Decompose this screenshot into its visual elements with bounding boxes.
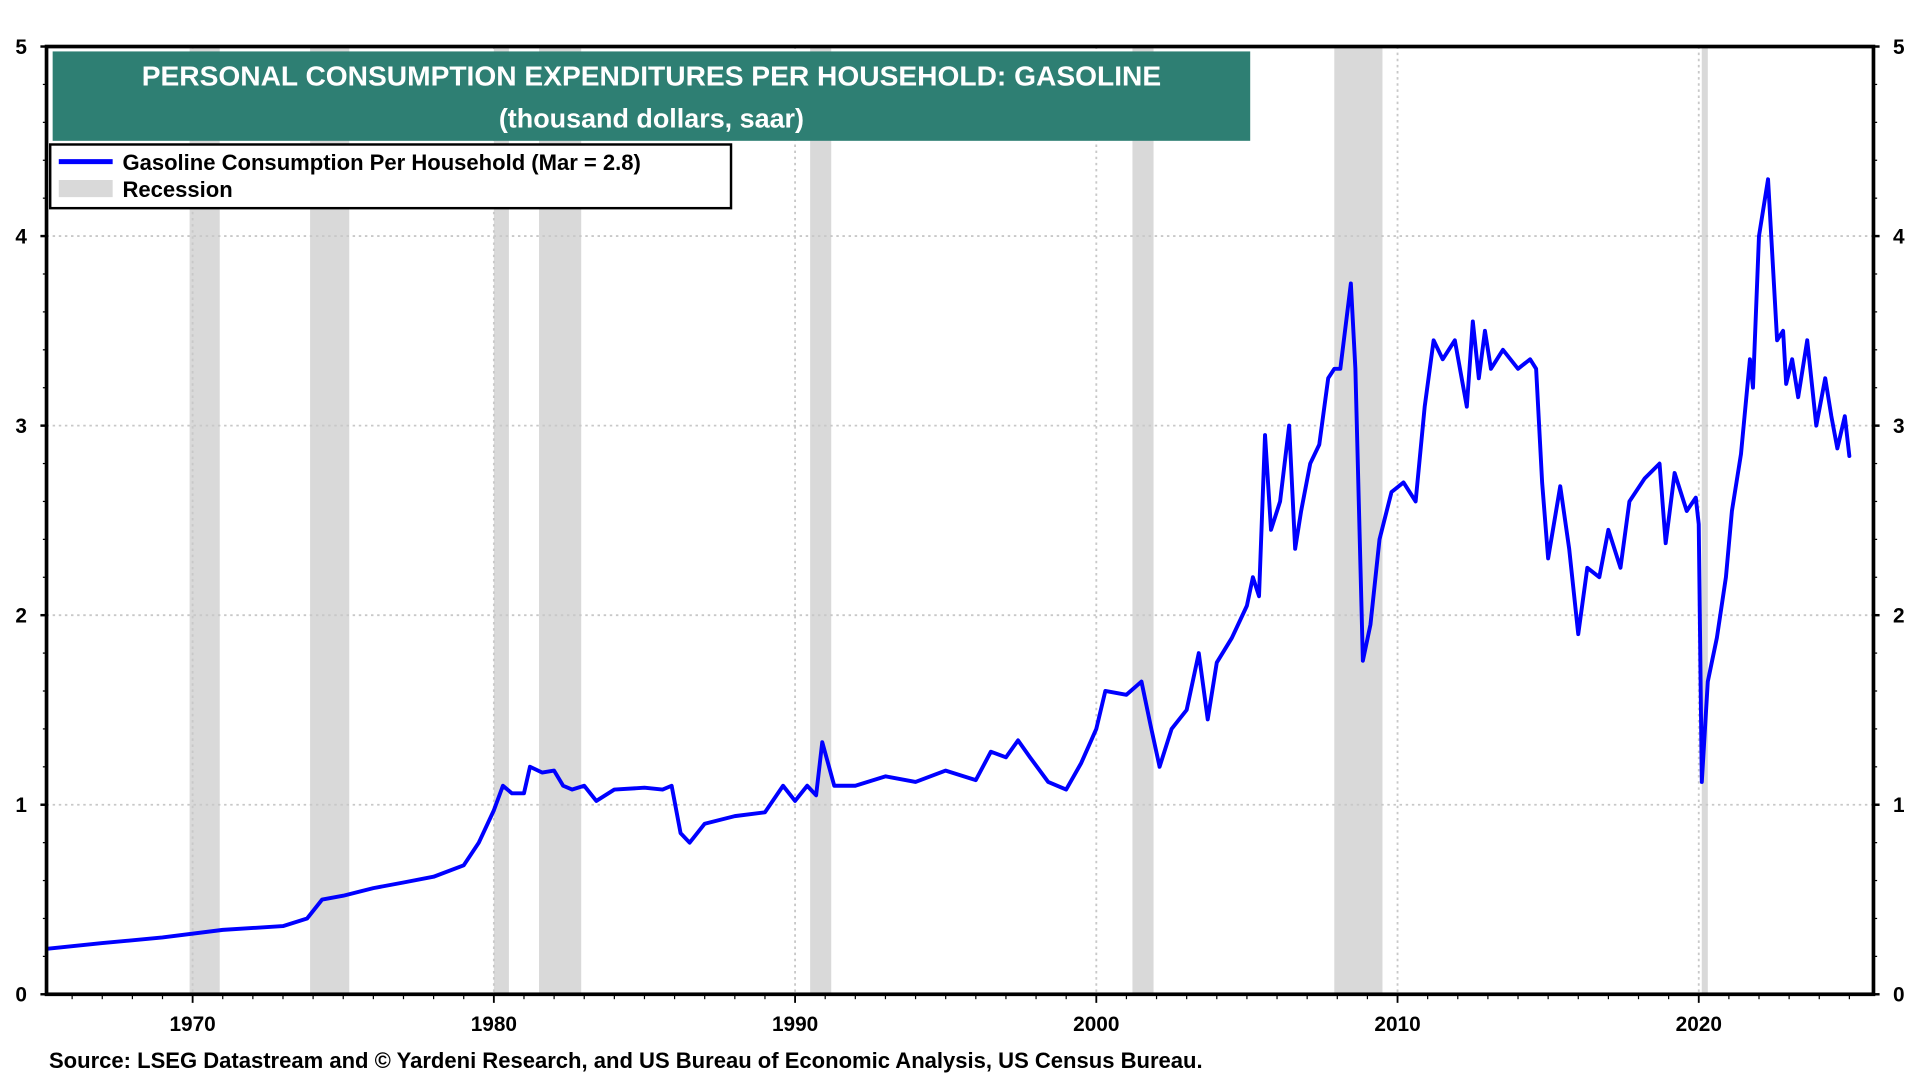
chart-title: PERSONAL CONSUMPTION EXPENDITURES PER HO… — [142, 61, 1161, 92]
y-tick-label-right: 1 — [1893, 794, 1905, 817]
legend-recession-swatch — [58, 180, 113, 198]
title-box: PERSONAL CONSUMPTION EXPENDITURES PER HO… — [52, 51, 1251, 141]
y-tick-label-right: 3 — [1893, 415, 1905, 438]
y-tick-label-right: 5 — [1893, 36, 1905, 59]
legend-box — [48, 143, 733, 210]
y-tick-label-left: 1 — [15, 794, 27, 817]
legend: Gasoline Consumption Per Household (Mar … — [48, 143, 733, 210]
axis-ticks: 0 0 1 1 2 2 3 3 4 4 5 5 1970 1980 1990 2000 2010 2020 — [15, 36, 1905, 1036]
y-tick-label-right: 0 — [1893, 984, 1905, 1007]
y-tick-label-left: 3 — [15, 415, 27, 438]
y-tick-label-left: 5 — [15, 36, 27, 59]
y-tick-label-left: 2 — [15, 605, 27, 628]
recession-band — [493, 46, 509, 995]
recession-band — [1701, 46, 1708, 995]
x-tick-label: 2020 — [1676, 1013, 1722, 1036]
series-layer — [46, 177, 1852, 951]
y-tick-label-right: 4 — [1893, 225, 1905, 248]
gridlines — [46, 46, 1874, 995]
plot-frame — [44, 44, 1876, 997]
legend-series-label: Gasoline Consumption Per Household (Mar … — [122, 150, 640, 175]
x-tick-label: 1980 — [471, 1013, 517, 1036]
gasoline-consumption-line — [46, 177, 1852, 951]
title-background — [52, 51, 1251, 141]
y-tick-label-right: 2 — [1893, 605, 1905, 628]
recession-band — [1132, 46, 1154, 995]
source-note: Source: LSEG Datastream and © Yardeni Re… — [49, 1048, 1203, 1073]
x-tick-label: 2000 — [1073, 1013, 1119, 1036]
x-tick-label: 2010 — [1374, 1013, 1420, 1036]
x-tick-label: 1990 — [772, 1013, 818, 1036]
recession-band — [810, 46, 832, 995]
legend-recession-label: Recession — [122, 177, 232, 202]
y-tick-label-left: 0 — [15, 984, 27, 1007]
y-tick-label-left: 4 — [15, 225, 27, 248]
x-tick-label: 1970 — [169, 1013, 215, 1036]
chart-subtitle: (thousand dollars, saar) — [499, 103, 804, 133]
